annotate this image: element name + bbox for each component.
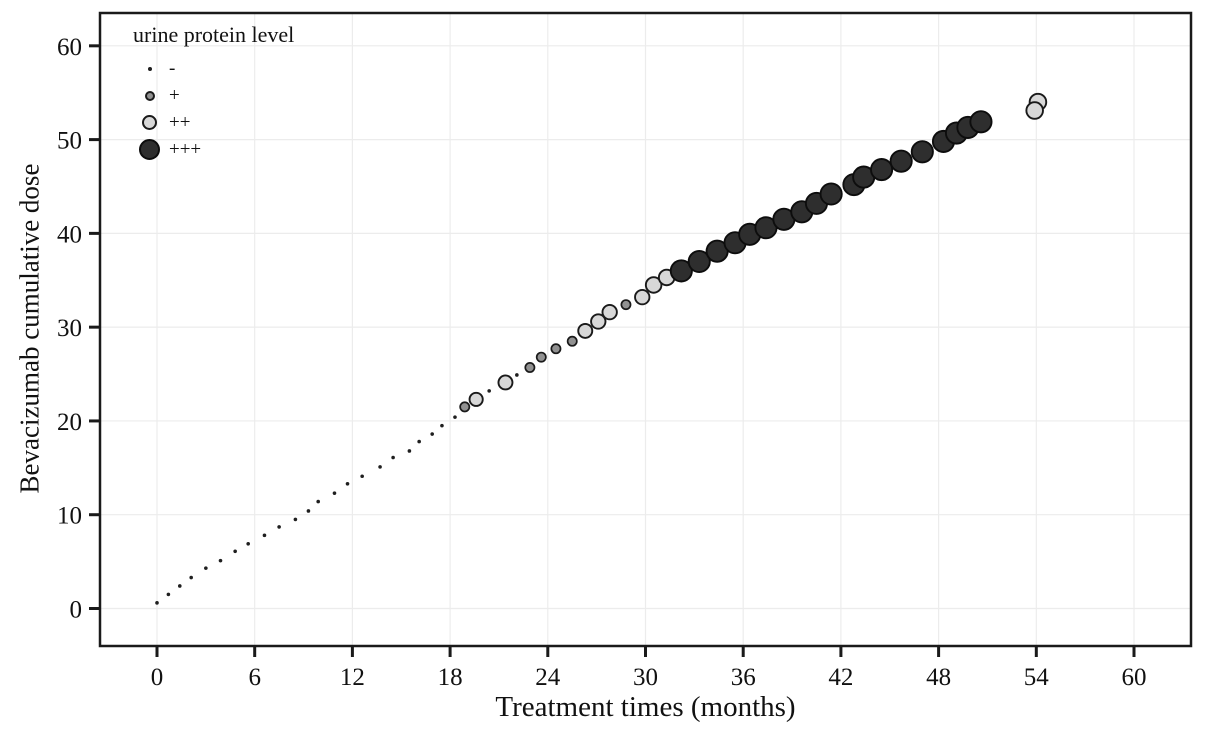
data-point-plus3 <box>889 149 913 173</box>
legend: urine protein level - + ++ +++ <box>131 22 294 163</box>
legend-marker-box <box>137 115 162 130</box>
legend-label: +++ <box>169 138 202 160</box>
data-point-plus2 <box>468 391 484 407</box>
x-tick-label: 12 <box>340 664 365 691</box>
data-point-neg <box>360 474 364 479</box>
legend-marker-plus2-icon <box>142 115 157 130</box>
data-point-plus1 <box>535 351 547 363</box>
data-point-plus1 <box>459 401 471 413</box>
legend-label: + <box>169 84 180 106</box>
data-point-neg <box>262 533 267 538</box>
data-point-neg <box>345 481 350 486</box>
data-point-plus1 <box>620 299 632 311</box>
x-tick-label: 0 <box>151 664 164 691</box>
data-point-plus2 <box>644 276 663 294</box>
x-tick-label: 6 <box>248 664 261 691</box>
data-point-plus1 <box>566 335 578 347</box>
x-tick-label: 36 <box>731 664 756 691</box>
y-tick-label: 60 <box>57 34 82 61</box>
data-point-neg <box>204 566 208 570</box>
data-point-plus3 <box>669 259 693 283</box>
data-point-neg <box>407 449 412 453</box>
data-point-neg <box>391 455 395 460</box>
data-point-plus2 <box>497 374 514 391</box>
data-point-neg <box>218 558 223 563</box>
legend-marker-plus3-icon <box>139 139 160 160</box>
legend-marker-box <box>137 66 162 71</box>
y-tick-label: 0 <box>70 596 83 623</box>
data-point-neg <box>440 423 444 428</box>
legend-row: + <box>131 82 294 109</box>
data-point-neg <box>246 541 250 546</box>
x-tick-label: 60 <box>1122 664 1147 691</box>
data-point-neg <box>316 499 321 504</box>
legend-marker-plus1-icon <box>144 90 155 101</box>
data-point-plus1 <box>524 362 536 373</box>
y-axis-title: Bevacizumab cumulative dose <box>14 163 45 494</box>
data-point-neg <box>378 465 382 469</box>
x-tick-label: 30 <box>633 664 658 691</box>
legend-label: - <box>169 57 176 79</box>
data-point-neg <box>453 415 457 419</box>
legend-title: urine protein level <box>133 22 295 47</box>
data-point-plus3 <box>819 182 843 206</box>
data-point-plus2 <box>1025 101 1044 120</box>
data-point-neg <box>277 525 281 529</box>
y-tick-label: 40 <box>57 221 82 248</box>
data-point-neg <box>306 509 311 513</box>
data-point-neg <box>430 432 434 436</box>
y-tick-label: 20 <box>57 409 82 436</box>
data-point-neg <box>332 491 337 495</box>
data-point-plus3 <box>687 249 711 274</box>
data-point-neg <box>515 373 519 377</box>
y-tick-label: 50 <box>57 128 82 155</box>
data-point-plus2 <box>577 322 594 339</box>
data-point-plus3 <box>969 110 993 134</box>
legend-marker-box <box>137 139 162 160</box>
data-point-plus2 <box>634 288 651 306</box>
data-point-plus3 <box>910 140 934 164</box>
y-tick-label: 10 <box>57 503 82 530</box>
data-point-neg <box>189 575 193 580</box>
x-tick-label: 54 <box>1024 664 1050 691</box>
legend-items: - + ++ +++ <box>131 55 294 163</box>
data-point-neg <box>166 592 171 597</box>
x-tick-label: 18 <box>438 664 463 691</box>
x-tick-label: 48 <box>926 664 951 691</box>
data-point-neg <box>487 389 491 393</box>
data-point-plus2 <box>601 304 618 321</box>
data-point-plus3 <box>870 158 894 182</box>
legend-label: ++ <box>169 111 191 133</box>
legend-marker-box <box>137 90 162 101</box>
data-point-neg <box>177 584 182 588</box>
data-point-neg <box>155 601 159 605</box>
data-point-neg <box>293 517 298 522</box>
legend-marker-neg-icon <box>147 66 152 71</box>
x-axis-title: Treatment times (months) <box>495 691 796 723</box>
legend-row: ++ <box>131 109 294 136</box>
y-tick-label: 30 <box>57 315 82 342</box>
x-tick-label: 24 <box>535 664 561 691</box>
legend-row: +++ <box>131 136 294 163</box>
x-tick-label: 42 <box>828 664 853 691</box>
data-point-neg <box>417 439 421 444</box>
data-point-plus1 <box>550 343 562 355</box>
data-point-plus2 <box>590 313 607 330</box>
data-point-neg <box>233 549 237 554</box>
legend-row: - <box>131 55 294 82</box>
